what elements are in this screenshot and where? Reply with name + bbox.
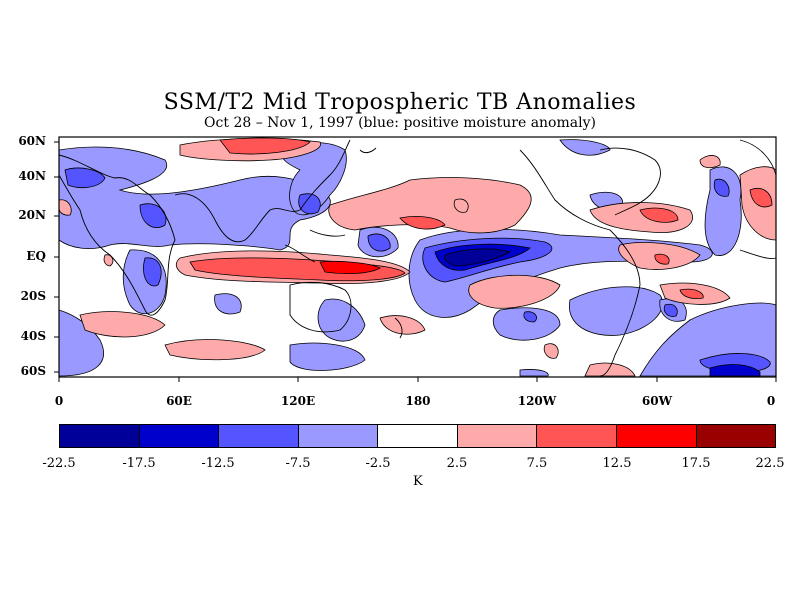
colorbar-swatch xyxy=(298,425,379,447)
strong-positive-region xyxy=(319,260,381,275)
colorbar-tick-label: -2.5 xyxy=(365,456,391,471)
lat-label-60n: 60N xyxy=(18,134,46,148)
lat-label-20s: 20S xyxy=(20,289,46,303)
colorbar-swatch xyxy=(616,425,697,447)
colorbar-swatch xyxy=(696,425,776,447)
lon-label-120e: 120E xyxy=(280,394,316,408)
colorbar xyxy=(59,424,776,448)
colorbar-tick-label: 12.5 xyxy=(602,456,632,471)
coastlines xyxy=(58,139,777,377)
colorbar-swatch xyxy=(60,425,140,447)
colorbar-swatch xyxy=(219,425,299,447)
colorbar-tick-label: -22.5 xyxy=(42,456,76,471)
lon-label-180: 180 xyxy=(405,394,431,408)
colorbar-tick-label: 7.5 xyxy=(526,456,548,471)
lon-label-60w: 60W xyxy=(641,394,673,408)
lat-label-40s: 40S xyxy=(20,329,46,343)
map-ticks xyxy=(54,141,777,382)
map-subtitle: Oct 28 – Nov 1, 1997 (blue: positive moi… xyxy=(204,115,596,131)
colorbar-tick-label: -12.5 xyxy=(201,456,235,471)
colorbar-swatch xyxy=(139,425,220,447)
colorbar-swatch xyxy=(457,425,538,447)
colorbar-tick-label: -17.5 xyxy=(122,456,156,471)
colorbar-swatch xyxy=(378,425,458,447)
map-title: SSM/T2 Mid Tropospheric TB Anomalies xyxy=(163,90,637,115)
colorbar-tick-label: -7.5 xyxy=(285,456,311,471)
lat-label-40n: 40N xyxy=(18,169,46,183)
lon-label-120w: 120W xyxy=(517,394,557,408)
lon-label-60e: 60E xyxy=(166,394,192,408)
lat-label-eq: EQ xyxy=(26,249,46,263)
lon-label-0-end: 0 xyxy=(766,394,776,408)
colorbar-swatch xyxy=(537,425,617,447)
lat-label-20n: 20N xyxy=(18,208,46,222)
lat-label-60s: 60S xyxy=(20,364,46,378)
lon-label-0: 0 xyxy=(54,394,64,408)
extreme-negative-region xyxy=(444,248,512,267)
colorbar-tick-label: 2.5 xyxy=(446,456,468,471)
colorbar-units: K xyxy=(413,474,423,489)
colorbar-tick-label: 17.5 xyxy=(681,456,711,471)
colorbar-tick-label: 22.5 xyxy=(755,456,785,471)
